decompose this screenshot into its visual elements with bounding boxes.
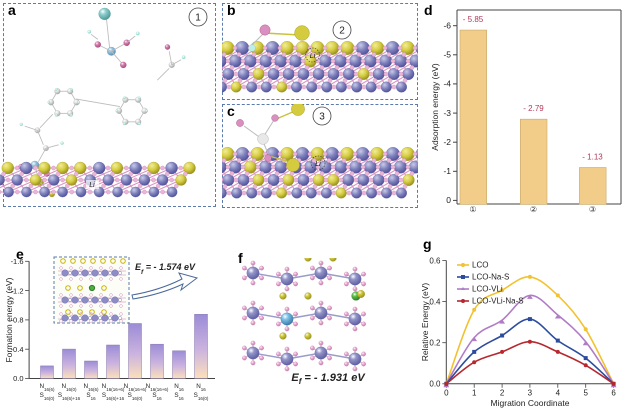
svg-text:LCO-Na-S: LCO-Na-S <box>472 273 509 282</box>
svg-text:0.2: 0.2 <box>429 339 441 348</box>
svg-text:0.6: 0.6 <box>429 256 441 265</box>
svg-text:0: 0 <box>444 389 449 398</box>
svg-text:5: 5 <box>583 389 588 398</box>
svg-text:LCO-VLi: LCO-VLi <box>472 285 503 294</box>
svg-text:3: 3 <box>528 389 533 398</box>
svg-text:Relative Energy (eV): Relative Energy (eV) <box>420 283 430 362</box>
svg-text:0.0: 0.0 <box>429 380 441 389</box>
svg-text:4: 4 <box>556 389 561 398</box>
svg-text:6: 6 <box>611 389 616 398</box>
svg-text:2: 2 <box>500 389 505 398</box>
svg-text:0.4: 0.4 <box>429 297 441 306</box>
svg-text:LCO-VLi-Na-S: LCO-VLi-Na-S <box>472 297 524 306</box>
svg-text:LCO: LCO <box>472 261 488 270</box>
svg-text:Migration Coordinate: Migration Coordinate <box>491 398 570 408</box>
svg-text:1: 1 <box>472 389 477 398</box>
